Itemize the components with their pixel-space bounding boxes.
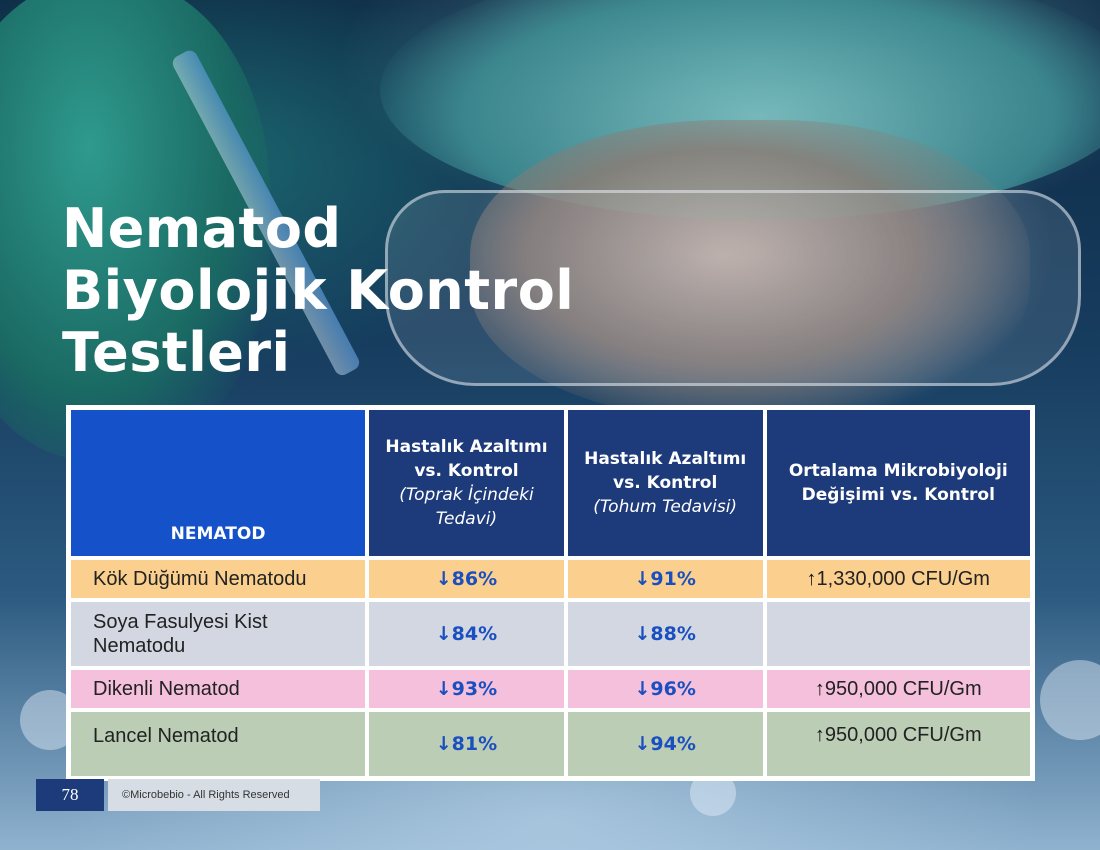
seed-reduction-value: 94% <box>650 733 696 755</box>
seed-reduction-cell: ↓91% <box>565 558 765 600</box>
table-row: Kök Düğümü Nematodu ↓86% ↓91% ↑1,330,000 CF… <box>69 558 1032 600</box>
seed-reduction-value: 91% <box>650 568 696 590</box>
nematode-name-cell: Kök Düğümü Nematodu <box>69 558 368 600</box>
table-row: Soya Fasulyesi Kist Nematodu ↓84% ↓88% <box>69 600 1032 668</box>
arrow-down-icon: ↓ <box>435 678 452 700</box>
soil-reduction-cell: ↓81% <box>367 710 566 778</box>
arrow-down-icon: ↓ <box>634 623 651 645</box>
header-soil-treatment: Hastalık Azaltımı vs. Kontrol (Toprak İç… <box>367 408 566 558</box>
seed-reduction-value: 96% <box>650 678 696 700</box>
table-row: Lancel Nematod ↓81% ↓94% ↑950,000 CFU/Gm <box>69 710 1032 778</box>
copyright-notice: ©Microbebio - All Rights Reserved <box>108 779 320 811</box>
arrow-up-icon: ↑ <box>814 724 825 746</box>
arrow-down-icon: ↓ <box>634 568 651 590</box>
arrow-up-icon: ↑ <box>814 677 825 700</box>
seed-reduction-value: 88% <box>650 623 696 645</box>
soil-reduction-value: 86% <box>451 568 498 590</box>
arrow-down-icon: ↓ <box>435 733 452 755</box>
microbiology-change-cell: ↑950,000 CFU/Gm <box>764 668 1032 710</box>
seed-reduction-cell: ↓94% <box>565 710 765 778</box>
header-seed-treatment: Hastalık Azaltımı vs. Kontrol (Tohum Ted… <box>565 408 765 558</box>
nematode-name: Dikenli Nematod <box>93 678 240 700</box>
seed-reduction-cell: ↓88% <box>565 600 765 668</box>
title-line: Biyolojik Kontrol <box>62 259 575 322</box>
arrow-down-icon: ↓ <box>634 733 651 755</box>
seed-reduction-cell: ↓96% <box>565 668 765 710</box>
scientist-face <box>470 120 1030 420</box>
arrow-up-icon: ↑ <box>806 567 817 590</box>
title-line: Nematod <box>62 197 342 260</box>
soil-reduction-value: 93% <box>451 678 498 700</box>
header-sublabel: (Tohum Tedavisi) <box>593 497 738 517</box>
bokeh-light <box>1040 660 1100 740</box>
header-label: Hastalık Azaltımı vs. Kontrol <box>584 449 747 493</box>
soil-reduction-cell: ↓86% <box>367 558 566 600</box>
header-label: Hastalık Azaltımı vs. Kontrol <box>385 437 548 481</box>
gloved-hand <box>0 0 270 460</box>
header-label: Ortalama Mikrobiyoloji Değişimi vs. Kont… <box>788 461 1008 505</box>
microbiology-change-cell <box>764 600 1032 668</box>
microbiology-change-cell: ↑950,000 CFU/Gm <box>764 710 1032 778</box>
microbiology-change-value: 1,330,000 CFU/Gm <box>816 567 990 590</box>
nematode-name: Lancel Nematod <box>93 725 239 747</box>
nematode-name: Kök Düğümü Nematodu <box>93 568 307 590</box>
microbiology-change-value: 950,000 CFU/Gm <box>824 724 982 746</box>
table-header-row: NEMATOD Hastalık Azaltımı vs. Kontrol (T… <box>69 408 1032 558</box>
table-row: Dikenli Nematod ↓93% ↓96% ↑950,000 CFU/Gm <box>69 668 1032 710</box>
title-line: Testleri <box>62 321 291 384</box>
soil-reduction-value: 81% <box>451 733 498 755</box>
microbiology-change-cell: ↑1,330,000 CFU/Gm <box>764 558 1032 600</box>
microbiology-change-value: 950,000 CFU/Gm <box>824 677 982 700</box>
nematode-name-cell: Lancel Nematod <box>69 710 368 778</box>
nematode-name-cell: Soya Fasulyesi Kist Nematodu <box>69 600 368 668</box>
nematode-results-table: NEMATOD Hastalık Azaltımı vs. Kontrol (T… <box>66 405 1035 781</box>
soil-reduction-value: 84% <box>451 623 498 645</box>
safety-goggles <box>385 190 1081 386</box>
arrow-down-icon: ↓ <box>435 568 452 590</box>
nematode-name: Soya Fasulyesi Kist Nematodu <box>93 611 268 657</box>
soil-reduction-cell: ↓84% <box>367 600 566 668</box>
page-number: 78 <box>36 779 104 811</box>
header-label: NEMATOD <box>170 524 266 544</box>
page-title: Nematod Biyolojik Kontrol Testleri <box>62 198 574 384</box>
header-nematod: NEMATOD <box>69 408 368 558</box>
nematode-name-cell: Dikenli Nematod <box>69 668 368 710</box>
header-sublabel: (Toprak İçindeki Tedavi) <box>399 485 534 529</box>
arrow-down-icon: ↓ <box>634 678 651 700</box>
header-microbiology-change: Ortalama Mikrobiyoloji Değişimi vs. Kont… <box>764 408 1032 558</box>
soil-reduction-cell: ↓93% <box>367 668 566 710</box>
arrow-down-icon: ↓ <box>435 623 452 645</box>
